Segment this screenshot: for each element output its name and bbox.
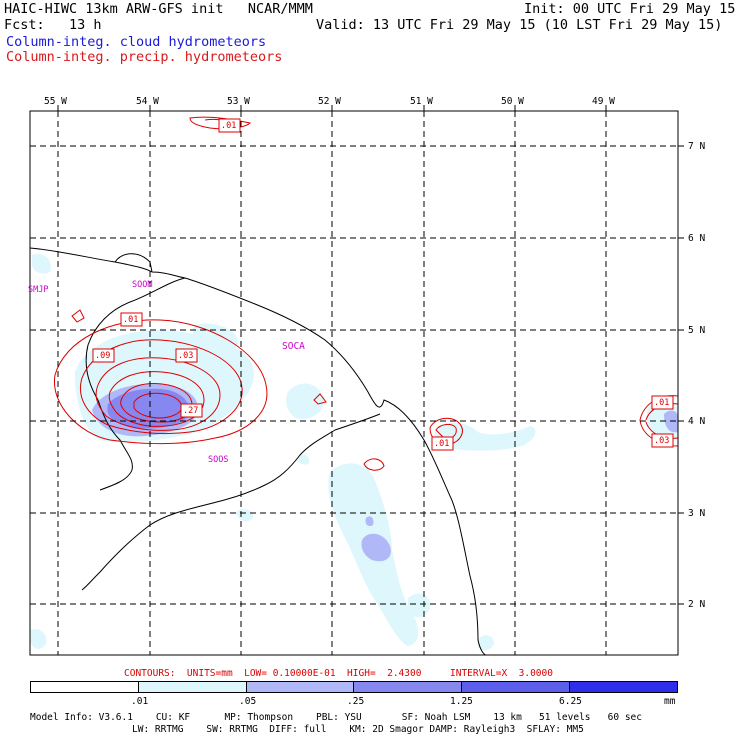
map-area [30, 111, 678, 655]
lon-label: 51 W [410, 96, 433, 107]
colorbar-bin [246, 682, 355, 692]
colorbar-tick: .05 [239, 696, 257, 707]
colorbar-units: mm [664, 696, 676, 707]
colorbar [30, 681, 678, 693]
colorbar-tick: .25 [347, 696, 365, 707]
lat-label: 2 N [688, 599, 706, 610]
lon-label: 53 W [227, 96, 250, 107]
contour-label: .27 [183, 406, 199, 416]
forecast-hour: Fcst: 13 h [4, 17, 102, 33]
map-border [29, 110, 679, 656]
station-label: SOOM [132, 280, 153, 290]
colorbar-bin [570, 682, 677, 692]
lon-label: 52 W [318, 96, 341, 107]
map-title: HAIC-HIWC 13km ARW-GFS init NCAR/MMM [4, 1, 313, 17]
colorbar-tick: 6.25 [559, 696, 582, 707]
contour-label: .01 [434, 439, 450, 449]
axis-ticks [57, 105, 684, 605]
contour-label: .01 [123, 315, 139, 325]
lon-label: 55 W [44, 96, 67, 107]
contour-label: .03 [654, 436, 670, 446]
lat-label: 4 N [688, 416, 706, 427]
colorbar-bin [354, 682, 463, 692]
contour-label-boxes [92, 118, 674, 451]
colorbar-tick: .01 [131, 696, 149, 707]
lat-label: 6 N [688, 233, 706, 244]
contour-label: .09 [95, 351, 111, 361]
contour-info: CONTOURS: UNITS=mm LOW= 0.10000E-01 HIGH… [124, 668, 553, 679]
contour-label: .01 [221, 121, 237, 131]
lon-label: 49 W [592, 96, 615, 107]
model-info-line-1: Model Info: V3.6.1 CU: KF MP: Thompson P… [30, 712, 642, 723]
graticule [30, 111, 678, 655]
colorbar-tick: 1.25 [450, 696, 473, 707]
model-info-line-2: LW: RRTMG SW: RRTMG DIFF: full KM: 2D Sm… [132, 724, 584, 735]
station-label: SOOS [208, 455, 229, 465]
valid-time: Valid: 13 UTC Fri 29 May 15 (10 LST Fri … [316, 17, 723, 33]
contour-label: .03 [178, 351, 194, 361]
lat-label: 7 N [688, 141, 706, 152]
colorbar-bin [138, 682, 247, 692]
init-time: Init: 00 UTC Fri 29 May 15 [524, 1, 736, 17]
contour-label: .01 [654, 398, 670, 408]
precip-field-label: Column-integ. precip. hydrometeors [6, 49, 283, 65]
lon-label: 50 W [501, 96, 524, 107]
lat-label: 3 N [688, 508, 706, 519]
station-label: SMJP [28, 285, 49, 295]
station-label: SOCA [282, 341, 305, 352]
cloud-field-label: Column-integ. cloud hydrometeors [6, 34, 267, 50]
cloud-shading-dark [107, 388, 190, 429]
colorbar-bin [462, 682, 571, 692]
lat-label: 5 N [688, 325, 706, 336]
colorbar-bin [31, 682, 139, 692]
lon-label: 54 W [136, 96, 159, 107]
